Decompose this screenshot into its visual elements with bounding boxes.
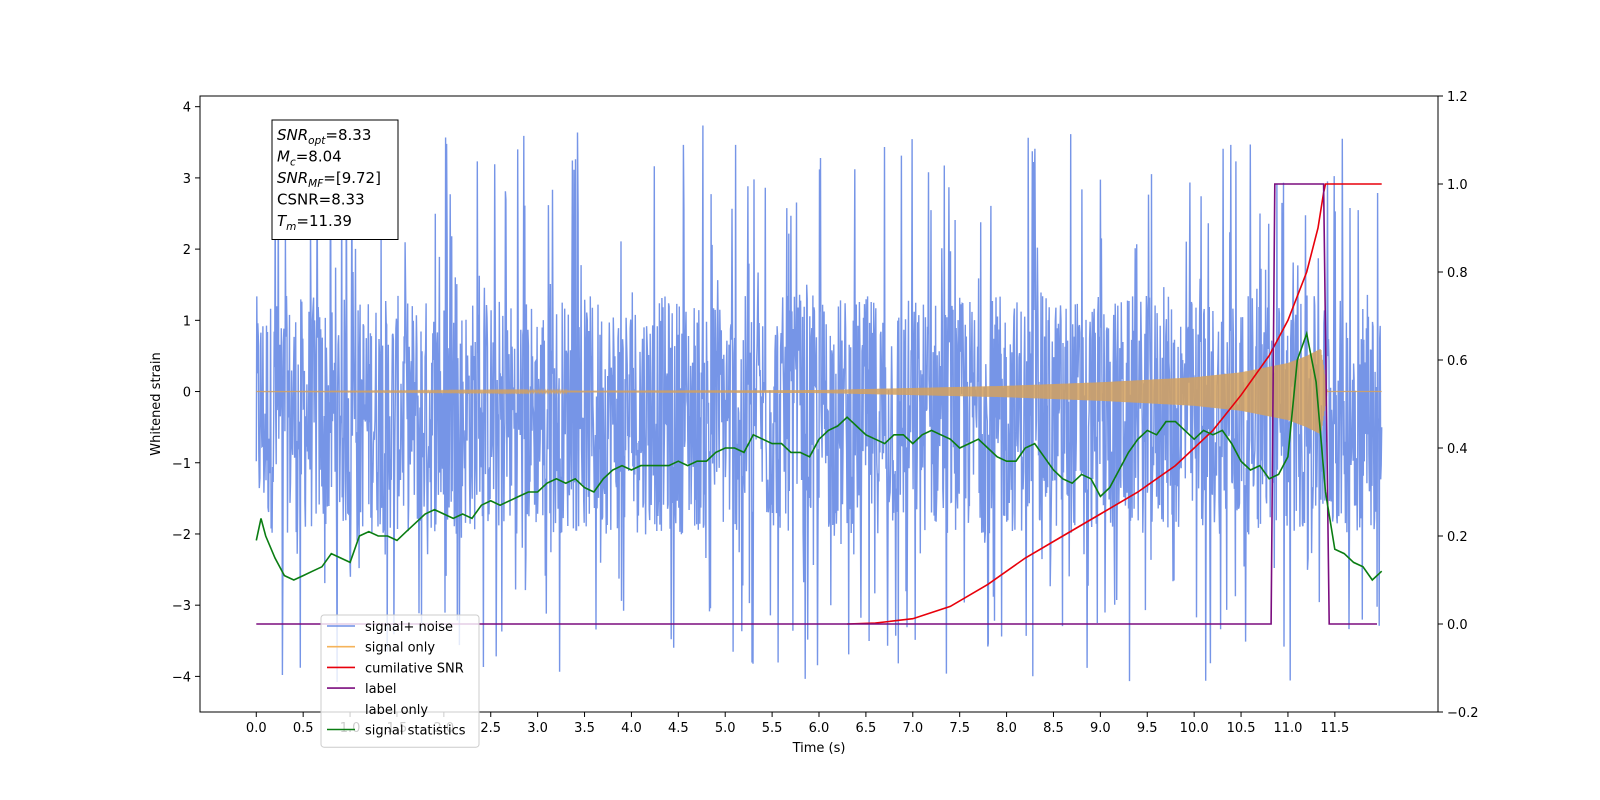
- legend: signal+ noise signal only cumilative SNR la…: [320, 614, 480, 748]
- x-tick-label: 7.5: [949, 721, 970, 736]
- x-tick-label: 9.0: [1090, 721, 1111, 736]
- x-tick-label: 6.5: [856, 721, 877, 736]
- x-tick-label: 11.5: [1320, 721, 1349, 736]
- x-tick-label: 9.5: [1137, 721, 1158, 736]
- legend-label: cumilative SNR: [365, 661, 464, 676]
- series-cumilative-snr: [847, 183, 1382, 625]
- x-tick-label: 5.5: [762, 721, 783, 736]
- x-tick-label: 0.5: [293, 721, 314, 736]
- y-tick-label-right: 0.4: [1447, 442, 1468, 457]
- x-tick-label: 0.0: [246, 721, 267, 736]
- x-tick-label: 3.0: [527, 721, 548, 736]
- y-tick-label-left: −3: [172, 599, 191, 614]
- y-tick-label-left: −4: [172, 670, 191, 685]
- x-tick-label: 4.0: [621, 721, 642, 736]
- legend-frame: [320, 614, 480, 748]
- y-tick-label-left: 4: [183, 101, 191, 116]
- y-axis-label: Whitened strain: [149, 352, 164, 455]
- legend-label: signal+ noise: [365, 620, 453, 635]
- y-tick-label-right: 1.0: [1447, 178, 1468, 193]
- annotation-line: Mc=8.04: [277, 148, 342, 169]
- annotation-frame: [271, 119, 399, 240]
- x-tick-label: 8.0: [996, 721, 1017, 736]
- series-signal-only: [256, 349, 1382, 435]
- y-tick-label-right: 0.2: [1447, 530, 1468, 545]
- annotation-line: SNRMF=[9.72]: [277, 169, 381, 190]
- y-tick-label-right: 1.2: [1447, 90, 1468, 105]
- x-tick-label: 10.5: [1227, 721, 1256, 736]
- x-tick-label: 5.0: [715, 721, 736, 736]
- x-tick-label: 3.5: [574, 721, 595, 736]
- series-layer: [255, 124, 1383, 683]
- x-tick-label: 10.0: [1180, 721, 1209, 736]
- x-tick-label: 7.0: [902, 721, 923, 736]
- annotation-line: Tm=11.39: [277, 212, 352, 233]
- x-tick-label: 4.5: [668, 721, 689, 736]
- y-tick-label-right: 0.8: [1447, 266, 1468, 281]
- y-tick-label-left: 0: [183, 386, 191, 401]
- x-axis-label: Time (s): [792, 741, 846, 756]
- legend-label: label: [365, 682, 396, 697]
- y-tick-label-left: 2: [183, 243, 191, 258]
- series-signal-statistics: [255, 330, 1383, 582]
- x-tick-label: 11.0: [1273, 721, 1302, 736]
- y-tick-label-right: 0.6: [1447, 354, 1468, 369]
- y-tick-label-right: 0.0: [1447, 618, 1468, 633]
- series-label: [256, 183, 1377, 625]
- x-tick-label: 8.5: [1043, 721, 1064, 736]
- annotation-line: SNRopt=8.33: [277, 126, 371, 147]
- y-tick-label-right: −0.2: [1447, 706, 1479, 721]
- legend-label: signal only: [365, 641, 435, 656]
- legend-label: signal statistics: [365, 724, 466, 739]
- x-tick-label: 6.0: [809, 721, 830, 736]
- y-tick-label-left: −2: [172, 528, 191, 543]
- annotation-line: CSNR=8.33: [277, 191, 365, 209]
- y-tick-label-left: 1: [183, 314, 191, 329]
- y-tick-label-left: −1: [172, 457, 191, 472]
- y-tick-label-left: 3: [183, 172, 191, 187]
- legend-label: label only: [365, 703, 428, 718]
- x-tick-label: 2.5: [480, 721, 501, 736]
